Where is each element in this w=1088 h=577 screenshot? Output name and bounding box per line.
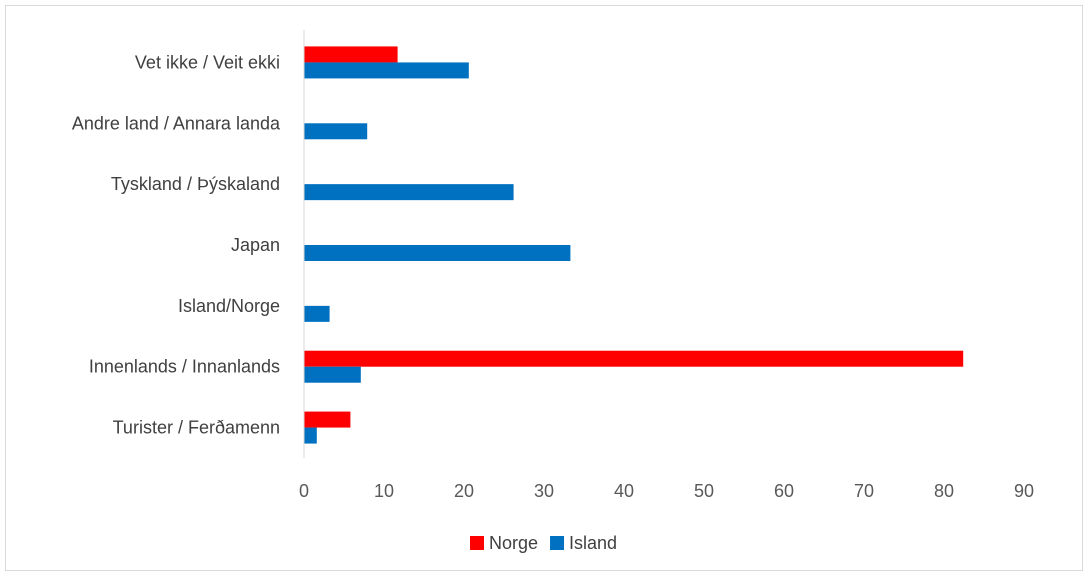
bar-island <box>304 184 514 201</box>
category-label: Tyskland / Þýskaland <box>111 174 280 194</box>
x-tick-label: 10 <box>374 481 394 501</box>
category-label: Andre land / Annara landa <box>72 113 281 133</box>
bar-island <box>304 366 361 383</box>
bar-norge <box>304 350 964 367</box>
category-label: Island/Norge <box>178 296 280 316</box>
bar-norge <box>304 46 398 63</box>
legend-label-island: Island <box>569 533 617 553</box>
x-tick-label: 50 <box>694 481 714 501</box>
bar-island <box>304 305 330 322</box>
x-tick-label: 0 <box>299 481 309 501</box>
legend-swatch-island <box>550 536 565 550</box>
chart-frame <box>5 5 1083 571</box>
bar-island <box>304 123 368 140</box>
x-tick-label: 60 <box>774 481 794 501</box>
legend-swatch-norge <box>470 536 484 550</box>
bars <box>304 46 964 444</box>
legend-label-norge: Norge <box>489 533 538 553</box>
x-tick-label: 80 <box>934 481 954 501</box>
bar-island <box>304 427 317 444</box>
category-label: Innenlands / Innanlands <box>89 357 280 377</box>
legend: Norge Island <box>470 533 617 553</box>
category-label: Japan <box>231 235 280 255</box>
bar-island <box>304 62 469 79</box>
category-label: Turister / Ferðamenn <box>113 418 280 438</box>
x-tick-label: 90 <box>1014 481 1034 501</box>
category-label: Vet ikke / Veit ekki <box>135 52 280 72</box>
x-tick-label: 40 <box>614 481 634 501</box>
x-tick-label: 30 <box>534 481 554 501</box>
category-labels: Vet ikke / Veit ekki Andre land / Annara … <box>72 52 281 437</box>
bar-norge <box>304 411 351 428</box>
x-tick-label: 20 <box>454 481 474 501</box>
x-tick-labels: 0 10 20 30 40 50 60 70 80 90 <box>299 481 1034 501</box>
x-tick-label: 70 <box>854 481 874 501</box>
bar-island <box>304 245 571 261</box>
